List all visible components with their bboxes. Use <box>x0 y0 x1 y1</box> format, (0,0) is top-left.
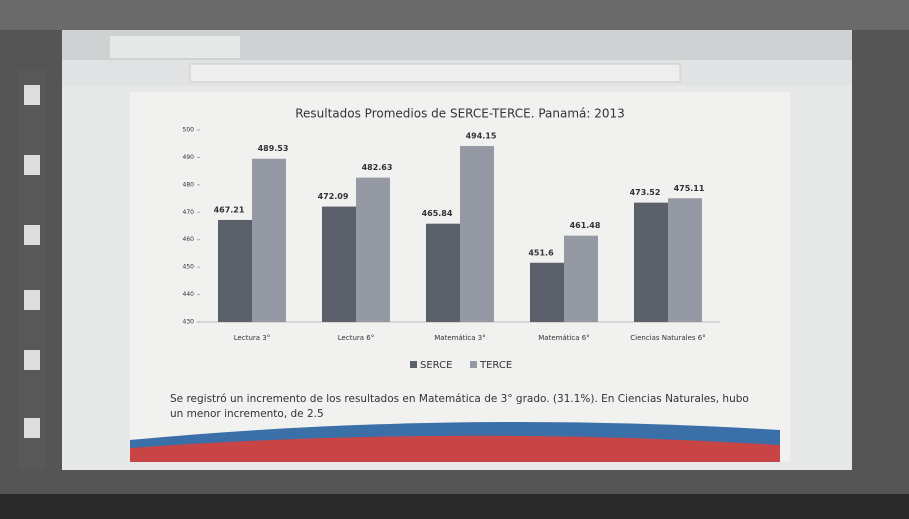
bar <box>530 262 564 322</box>
x-tick-label: Ciencias Naturales 6° <box>630 334 705 342</box>
bar <box>426 223 460 322</box>
bar <box>252 158 286 322</box>
legend-swatch <box>410 361 417 368</box>
x-tick-label: Matemática 6° <box>538 334 590 342</box>
y-tick-label: 430 <box>183 319 195 326</box>
bar <box>218 219 252 322</box>
taskbar <box>0 494 909 519</box>
y-tick-label: 460 <box>183 236 195 243</box>
value-label: 472.09 <box>318 192 349 201</box>
x-tick-label: Lectura 3° <box>234 334 270 342</box>
side-icons <box>18 70 46 470</box>
y-tick-label: 450 <box>183 264 195 271</box>
y-tick-label: 490 <box>183 154 195 161</box>
value-label: 475.11 <box>674 184 705 193</box>
value-label: 461.48 <box>570 221 601 230</box>
bar <box>322 206 356 322</box>
bar <box>668 198 702 322</box>
top-bar <box>0 0 909 30</box>
x-tick-label: Matemática 3° <box>434 334 486 342</box>
bar <box>356 177 390 322</box>
value-label: 451.6 <box>528 248 554 257</box>
x-tick-label: Lectura 6° <box>338 334 374 342</box>
legend-label: TERCE <box>479 360 512 371</box>
bar <box>564 235 598 322</box>
y-tick-label: 440 <box>183 291 195 298</box>
bar <box>460 146 494 322</box>
value-label: 494.15 <box>466 132 497 141</box>
legend-swatch <box>470 361 477 368</box>
value-label: 489.53 <box>258 144 289 153</box>
y-tick-label: 480 <box>183 181 195 188</box>
chart: 430 440 450 460 470 480 490 500 Lectura 3° 467.21… <box>183 127 720 371</box>
slide-decoration-red <box>130 435 780 462</box>
value-label: 473.52 <box>630 188 661 197</box>
caption: Se registró un incremento de los resulta… <box>170 393 749 420</box>
value-label: 467.21 <box>214 205 245 214</box>
desktop-icons <box>24 85 40 438</box>
address-bar[interactable] <box>189 63 681 83</box>
value-label: 465.84 <box>422 209 453 218</box>
legend-label: SERCE <box>420 360 452 371</box>
y-tick-label: 500 <box>183 127 195 134</box>
value-label: 482.63 <box>362 163 393 172</box>
chart-title: Resultados Promedios de SERCE-TERCE. Pan… <box>295 107 625 121</box>
y-tick-label: 470 <box>183 209 195 216</box>
tab[interactable] <box>110 36 240 58</box>
bar <box>634 202 668 322</box>
